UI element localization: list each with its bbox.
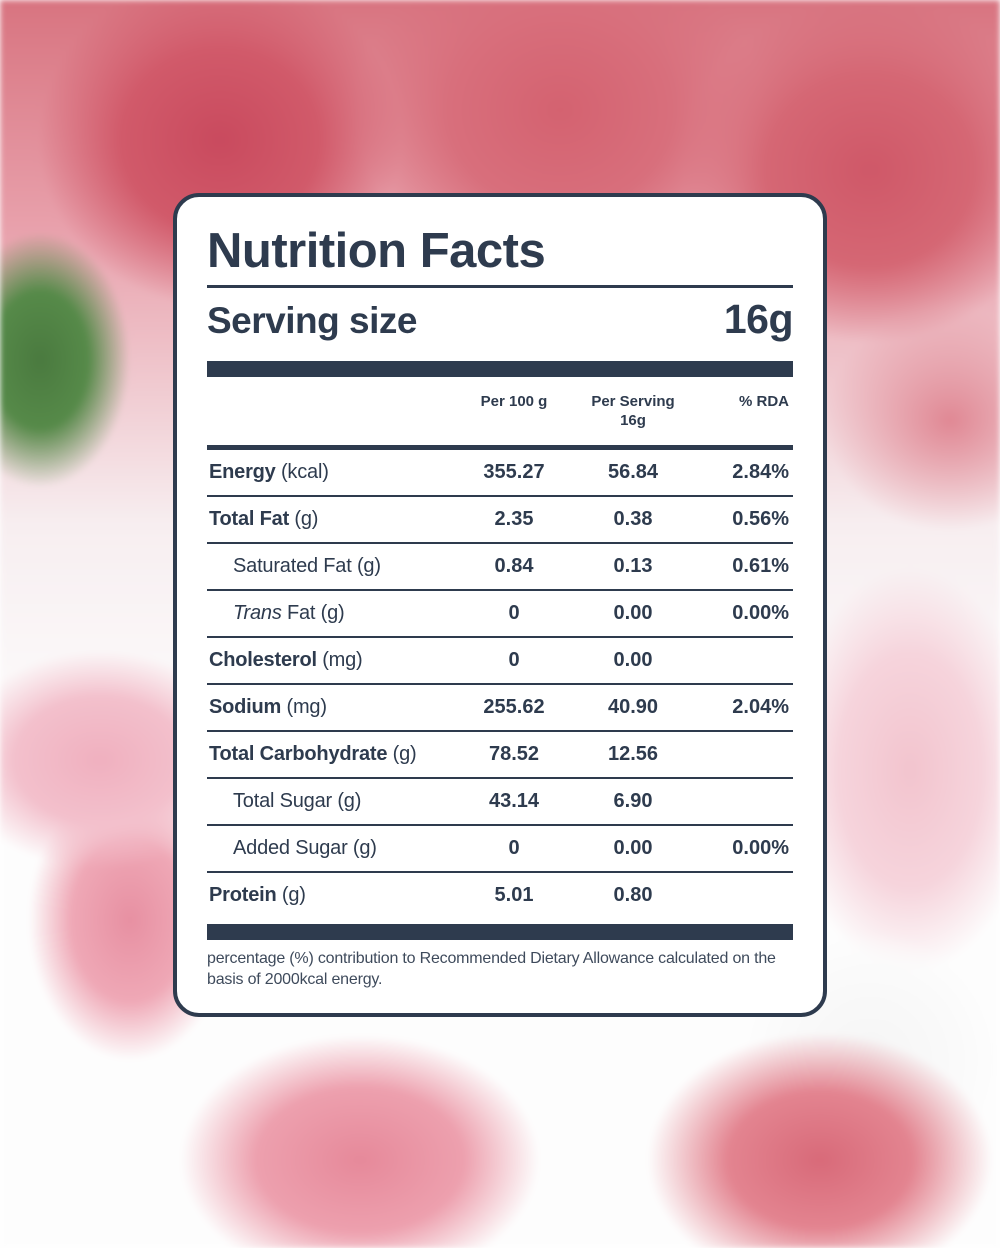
- col-header-per-serving: Per Serving 16g: [569, 387, 697, 445]
- table-row: Total Sugar (g)43.146.90: [207, 778, 793, 825]
- nutrient-label: Total Fat (g): [207, 496, 459, 543]
- nutrient-label: Total Sugar (g): [207, 778, 459, 825]
- col-header-rda: % RDA: [697, 387, 793, 445]
- table-row: Total Fat (g)2.350.380.56%: [207, 496, 793, 543]
- per-100g-value: 0.84: [459, 543, 569, 590]
- rda-value: 0.61%: [697, 543, 793, 590]
- per-100g-value: 0: [459, 825, 569, 872]
- per-100g-value: 43.14: [459, 778, 569, 825]
- per-serving-value: 12.56: [569, 731, 697, 778]
- per-serving-value: 0.00: [569, 637, 697, 684]
- per-100g-value: 0: [459, 637, 569, 684]
- rda-value: [697, 637, 793, 684]
- per-100g-value: 355.27: [459, 447, 569, 496]
- table-row: Protein (g)5.010.80: [207, 872, 793, 918]
- nutrient-label: Energy (kcal): [207, 447, 459, 496]
- nutrient-label: Sodium (mg): [207, 684, 459, 731]
- per-serving-value: 0.13: [569, 543, 697, 590]
- nutrient-label: Protein (g): [207, 872, 459, 918]
- footnote-text: percentage (%) contribution to Recommend…: [207, 948, 793, 991]
- per-serving-value: 6.90: [569, 778, 697, 825]
- rda-value: 2.84%: [697, 447, 793, 496]
- table-row: Added Sugar (g)00.000.00%: [207, 825, 793, 872]
- per-serving-value: 0.80: [569, 872, 697, 918]
- col-header-empty: [207, 387, 459, 445]
- per-serving-value: 0.00: [569, 590, 697, 637]
- col-header-per-serving-line1: Per Serving: [591, 393, 674, 410]
- table-row: Saturated Fat (g)0.840.130.61%: [207, 543, 793, 590]
- rda-value: [697, 731, 793, 778]
- per-serving-value: 40.90: [569, 684, 697, 731]
- per-100g-value: 78.52: [459, 731, 569, 778]
- per-100g-value: 255.62: [459, 684, 569, 731]
- nutrient-label: Saturated Fat (g): [207, 543, 459, 590]
- nutrient-label: Added Sugar (g): [207, 825, 459, 872]
- table-header: Per 100 g Per Serving 16g % RDA: [207, 387, 793, 447]
- rda-value: 0.00%: [697, 825, 793, 872]
- per-100g-value: 2.35: [459, 496, 569, 543]
- rda-value: 0.00%: [697, 590, 793, 637]
- table-row: Cholesterol (mg)00.00: [207, 637, 793, 684]
- rda-value: [697, 872, 793, 918]
- rda-value: [697, 778, 793, 825]
- per-serving-value: 56.84: [569, 447, 697, 496]
- table-row: Energy (kcal)355.2756.842.84%: [207, 447, 793, 496]
- per-serving-value: 0.00: [569, 825, 697, 872]
- divider-bar-top: [207, 361, 793, 377]
- nutrition-table: Per 100 g Per Serving 16g % RDA Energy (…: [207, 387, 793, 918]
- table-row: Sodium (mg)255.6240.902.04%: [207, 684, 793, 731]
- nutrient-label: Cholesterol (mg): [207, 637, 459, 684]
- nutrition-facts-panel: Nutrition Facts Serving size 16g Per 100…: [173, 193, 827, 1017]
- panel-title: Nutrition Facts: [207, 223, 793, 288]
- table-body: Energy (kcal)355.2756.842.84%Total Fat (…: [207, 447, 793, 918]
- per-100g-value: 0: [459, 590, 569, 637]
- rda-value: 0.56%: [697, 496, 793, 543]
- col-header-per100g: Per 100 g: [459, 387, 569, 445]
- serving-size-value: 16g: [724, 296, 793, 343]
- nutrient-label: Total Carbohydrate (g): [207, 731, 459, 778]
- serving-size-label: Serving size: [207, 300, 417, 342]
- per-100g-value: 5.01: [459, 872, 569, 918]
- col-header-per-serving-line2: 16g: [620, 412, 646, 429]
- table-row: Trans Fat (g)00.000.00%: [207, 590, 793, 637]
- table-row: Total Carbohydrate (g)78.5212.56: [207, 731, 793, 778]
- nutrient-label: Trans Fat (g): [207, 590, 459, 637]
- divider-bar-bottom: [207, 924, 793, 940]
- rda-value: 2.04%: [697, 684, 793, 731]
- serving-size-row: Serving size 16g: [207, 296, 793, 343]
- per-serving-value: 0.38: [569, 496, 697, 543]
